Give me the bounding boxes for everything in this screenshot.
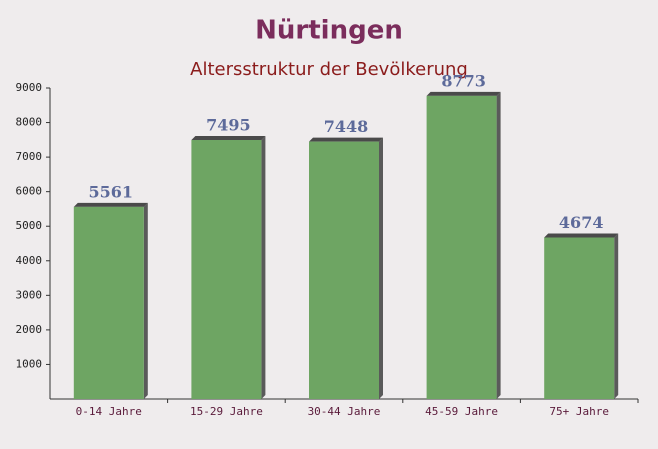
x-tick-label: 75+ Jahre [549, 405, 609, 418]
y-tick-label: 5000 [16, 219, 43, 232]
bar-side [261, 136, 266, 399]
bar [544, 237, 615, 399]
y-tick-label: 4000 [16, 254, 43, 267]
x-tick-label: 0-14 Jahre [76, 405, 142, 418]
y-tick-label: 2000 [16, 323, 43, 336]
bar [309, 141, 379, 399]
bar-top [426, 91, 501, 96]
value-label: 5561 [89, 182, 134, 201]
value-label: 7495 [206, 116, 251, 135]
value-label: 8773 [441, 71, 486, 90]
chart-title: Nürtingen [255, 16, 403, 46]
bar-side [379, 137, 383, 399]
x-tick-label: 45-59 Jahre [425, 405, 498, 418]
bar-top [73, 202, 148, 207]
y-tick-label: 6000 [16, 185, 43, 198]
y-tick-label: 7000 [16, 150, 43, 163]
y-tick-label: 9000 [16, 81, 43, 94]
bar-side [496, 91, 501, 399]
bar-top [309, 137, 383, 142]
bar-side [143, 202, 148, 399]
y-tick-label: 8000 [16, 116, 43, 129]
x-tick-label: 30-44 Jahre [308, 405, 381, 418]
chart-subtitle: Altersstruktur der Bevölkerung [190, 59, 468, 80]
bar-top [191, 136, 266, 141]
bar [191, 140, 262, 399]
value-label: 4674 [559, 213, 604, 232]
bar [73, 206, 144, 399]
y-tick-label: 3000 [16, 288, 43, 301]
x-tick-label: 15-29 Jahre [190, 405, 263, 418]
bar [426, 95, 497, 399]
y-tick-label: 1000 [16, 357, 43, 370]
bar-side [614, 233, 619, 399]
value-label: 7448 [324, 117, 369, 136]
bar-top [544, 233, 619, 238]
